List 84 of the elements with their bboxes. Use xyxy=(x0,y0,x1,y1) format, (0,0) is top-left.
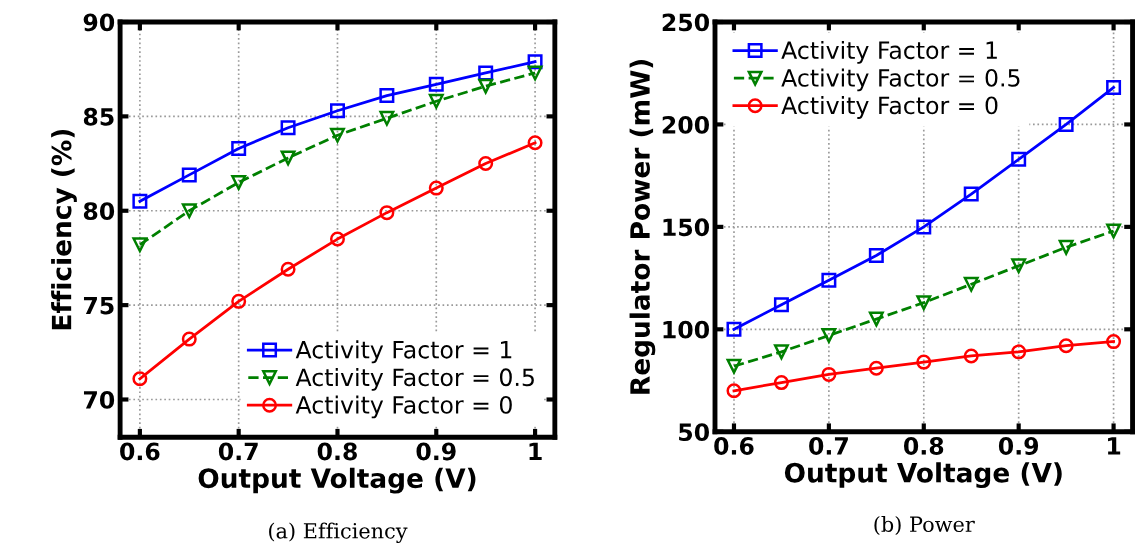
x-tick-label: 1 xyxy=(1108,437,1121,455)
point xyxy=(726,321,742,337)
point xyxy=(963,348,979,364)
y-tick-label: 80 xyxy=(83,202,115,221)
point xyxy=(329,231,345,247)
legend-label: Activity Factor = 1 xyxy=(295,340,512,364)
point xyxy=(132,237,148,253)
x-tick-label: 0.8 xyxy=(317,442,357,461)
legend-label: Activity Factor = 0 xyxy=(781,96,998,119)
point xyxy=(280,261,296,277)
x-tick-label: 0.7 xyxy=(218,442,258,461)
point xyxy=(1058,116,1074,132)
point xyxy=(428,180,444,196)
point xyxy=(916,219,932,235)
point xyxy=(132,371,148,387)
point xyxy=(231,293,247,309)
point xyxy=(773,344,789,360)
point xyxy=(478,78,494,94)
legend-label: Activity Factor = 0 xyxy=(295,395,512,419)
point xyxy=(181,167,197,183)
point xyxy=(280,120,296,136)
point xyxy=(231,174,247,190)
x-axis-title: Output Voltage (V) xyxy=(784,462,1062,488)
point xyxy=(181,331,197,347)
point xyxy=(1011,258,1027,274)
point xyxy=(329,127,345,143)
x-tick-label: 1 xyxy=(529,442,542,461)
x-tick-label: 0.7 xyxy=(809,437,848,455)
x-axis-title: Output Voltage (V) xyxy=(198,467,476,494)
point xyxy=(379,205,395,221)
point xyxy=(868,311,884,327)
point xyxy=(329,103,345,119)
y-tick-label: 50 xyxy=(679,423,710,442)
point xyxy=(963,186,979,202)
point xyxy=(1106,80,1122,96)
point xyxy=(1058,239,1074,255)
y-tick-label: 75 xyxy=(83,296,114,315)
x-tick-label: 0.9 xyxy=(416,442,456,461)
y-tick-label: 250 xyxy=(662,13,710,32)
point xyxy=(379,110,395,126)
point xyxy=(773,297,789,313)
point xyxy=(916,354,932,370)
point xyxy=(821,366,837,382)
point xyxy=(1106,223,1122,239)
y-tick-label: 150 xyxy=(663,218,710,237)
point xyxy=(231,140,247,156)
legend-label: Activity Factor = 1 xyxy=(781,40,997,64)
x-tick-label: 0.6 xyxy=(714,437,754,455)
y-tick-label: 70 xyxy=(83,390,115,409)
point xyxy=(916,295,932,311)
point xyxy=(379,88,395,104)
text: (b) Power xyxy=(874,515,975,535)
text: (a) Efficiency xyxy=(269,522,408,543)
point xyxy=(1011,344,1027,360)
y-tick-label: 90 xyxy=(83,13,115,32)
y-axis-title: Efficiency (%) xyxy=(51,129,77,330)
point xyxy=(868,248,884,264)
point xyxy=(428,93,444,109)
y-tick-label: 100 xyxy=(663,320,710,339)
point xyxy=(821,272,837,288)
point xyxy=(132,193,148,209)
y-tick-label: 200 xyxy=(662,115,710,134)
point xyxy=(181,203,197,219)
point xyxy=(773,375,789,391)
point xyxy=(1058,338,1074,354)
point xyxy=(527,135,543,151)
x-tick-label: 0.6 xyxy=(120,442,160,461)
point xyxy=(527,65,543,81)
point xyxy=(428,76,444,92)
x-tick-label: 0.9 xyxy=(998,437,1039,455)
point xyxy=(1106,334,1122,350)
legend-label: Activity Factor = 0.5 xyxy=(781,68,1020,92)
legend-label: Activity Factor = 0.5 xyxy=(295,367,534,391)
point xyxy=(478,156,494,172)
y-axis-title: Regulator Power (mW) xyxy=(629,59,656,394)
x-tick-label: 0.8 xyxy=(904,437,944,455)
point xyxy=(726,383,742,399)
point xyxy=(1011,151,1027,167)
point xyxy=(821,327,837,343)
point xyxy=(963,276,979,292)
point xyxy=(726,358,742,374)
y-tick-label: 85 xyxy=(83,107,114,126)
point xyxy=(280,150,296,166)
point xyxy=(868,360,884,376)
